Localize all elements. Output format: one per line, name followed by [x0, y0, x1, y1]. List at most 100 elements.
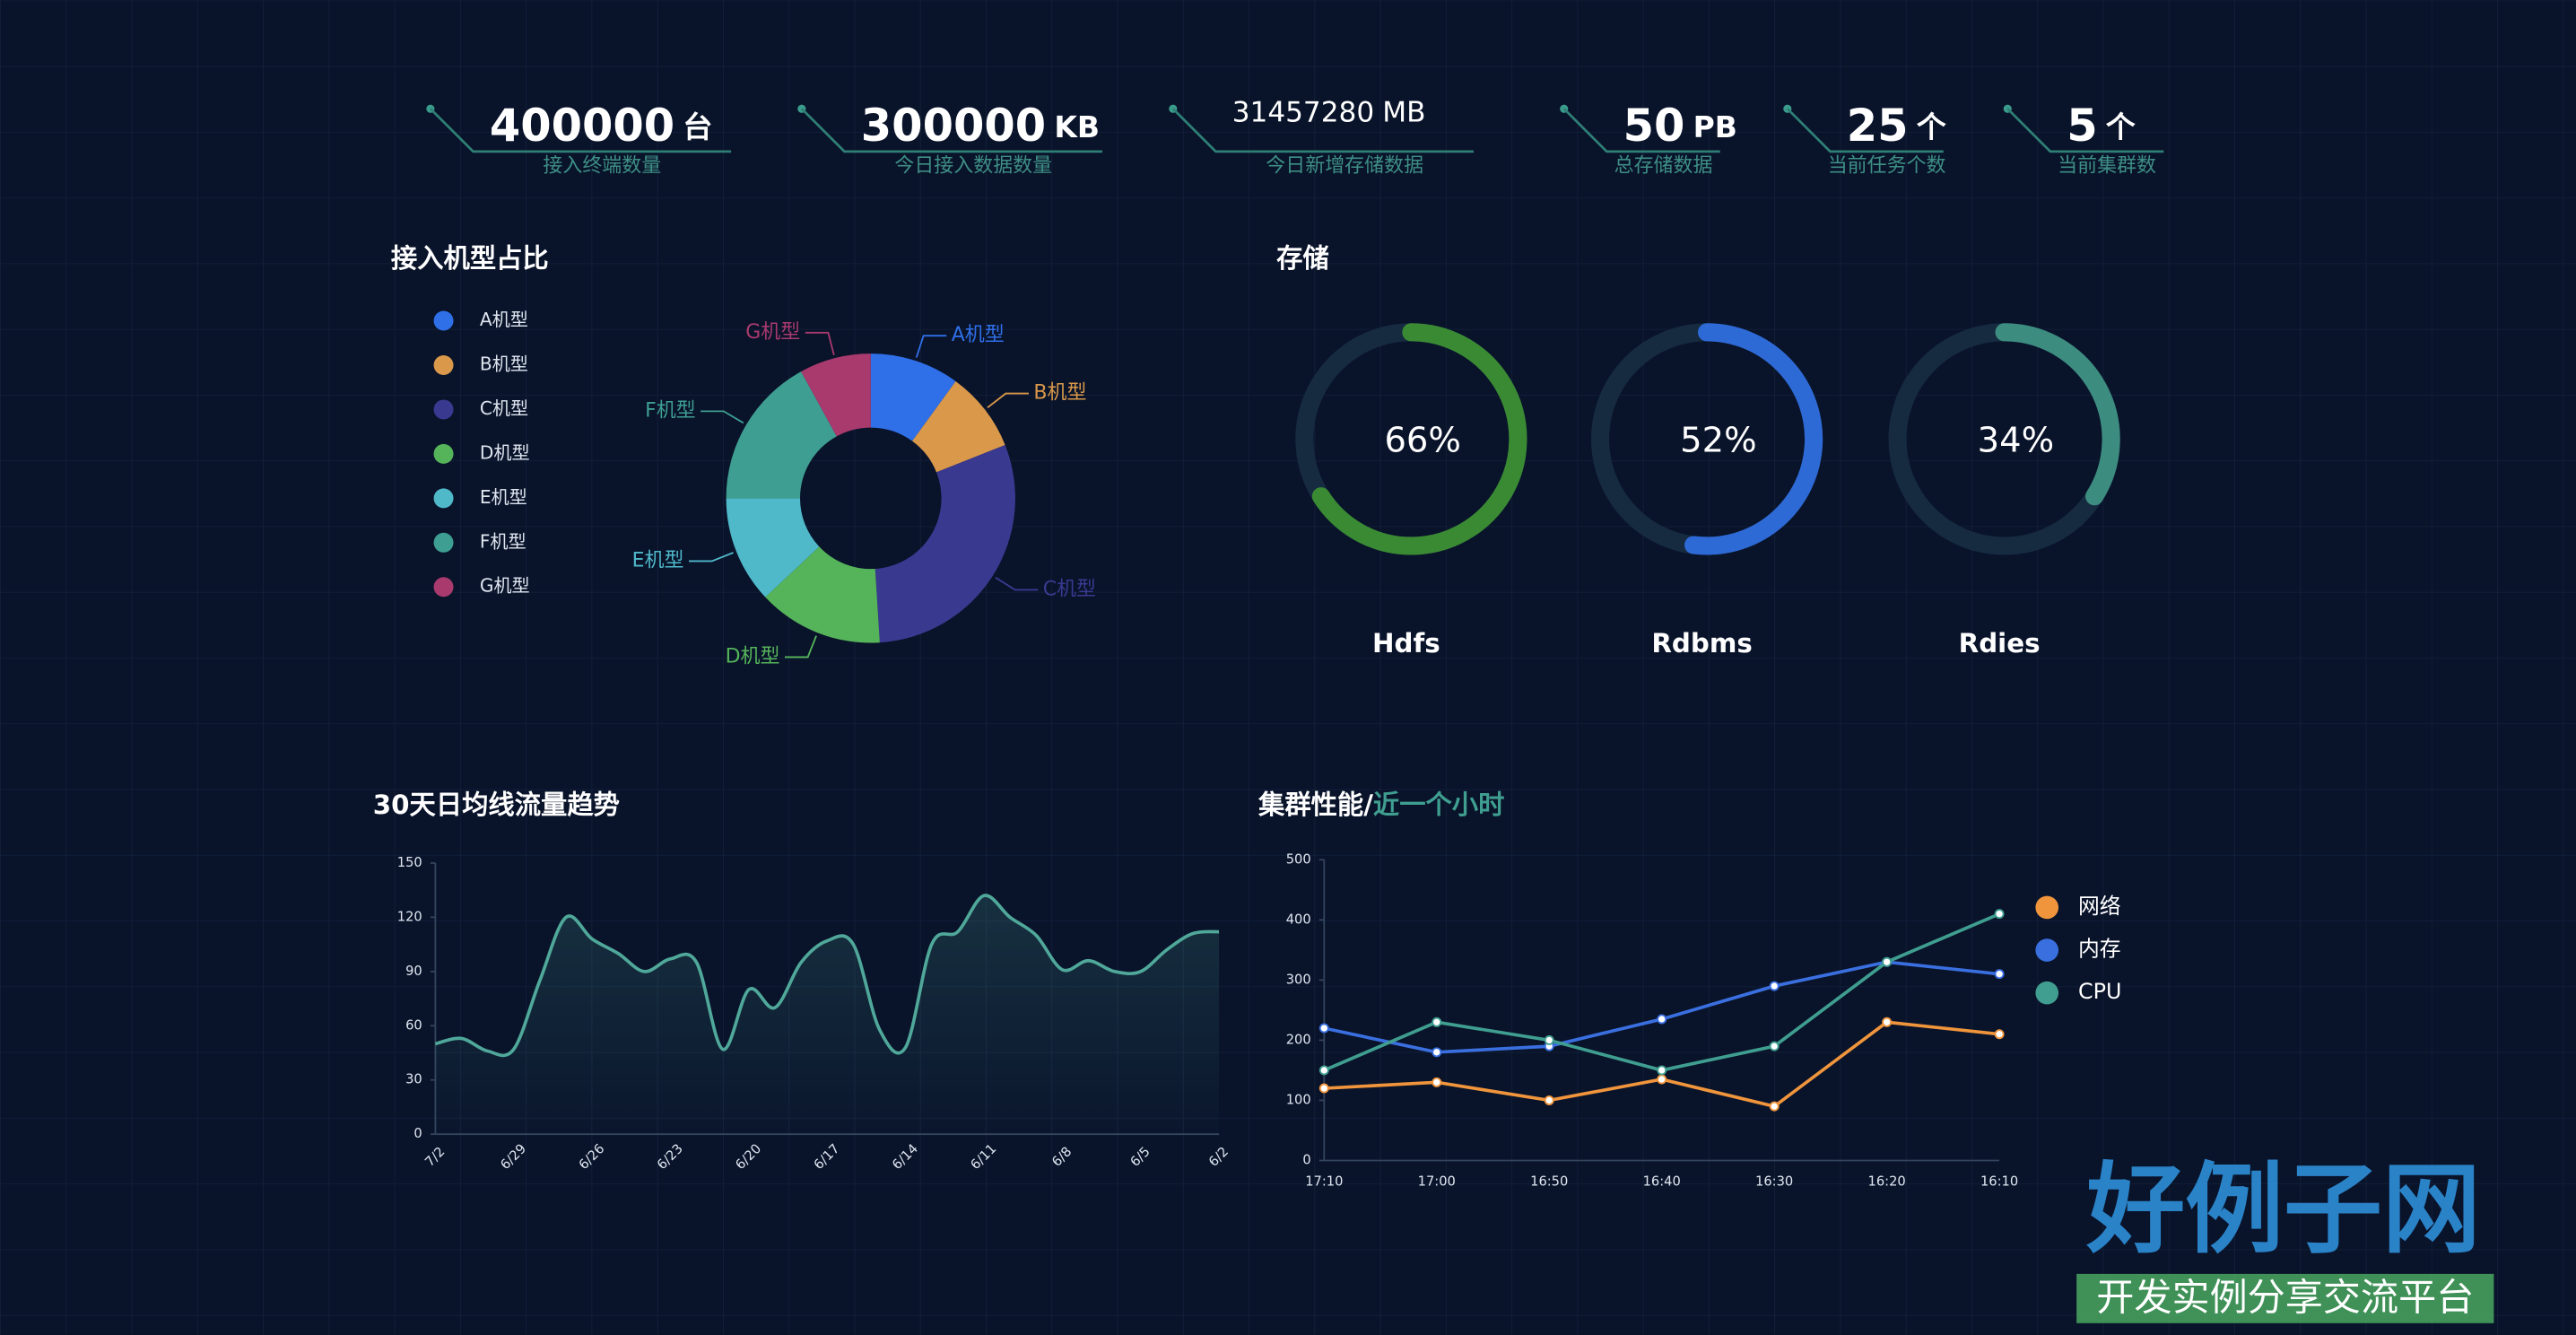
point	[1432, 1047, 1442, 1058]
point	[1769, 1041, 1780, 1051]
pie-slice	[875, 445, 1015, 643]
y-tick-label: 500	[1286, 851, 1311, 867]
stat-unit: MB	[1382, 97, 1425, 129]
point	[1318, 1065, 1329, 1076]
legend-label: E机型	[480, 486, 527, 508]
leader-line	[701, 410, 744, 424]
pie-slice	[801, 353, 871, 437]
top-glow	[433, 0, 2143, 100]
stat-decor	[1562, 108, 1720, 153]
legend-swatch	[433, 488, 454, 509]
legend-label: D机型	[480, 441, 530, 463]
x-tick-label: 16:10	[1980, 1174, 2018, 1189]
y-tick-label: 200	[1286, 1032, 1311, 1047]
point	[1657, 1014, 1667, 1025]
stat-unit: PB	[1693, 109, 1737, 144]
legend-swatch	[2035, 895, 2059, 920]
point	[1657, 1065, 1667, 1076]
point	[1769, 1101, 1780, 1112]
stat-number: 25	[1847, 100, 1909, 152]
stat-label: 今日接入数据数量	[894, 154, 1052, 177]
title-sub: 近一个小时	[1373, 789, 1504, 819]
stat-label: 当前集群数	[2058, 154, 2156, 177]
x-tick-label: 16:50	[1530, 1174, 1568, 1189]
stat-number: 50	[1623, 100, 1685, 152]
legend-label: C机型	[480, 397, 528, 419]
ring-arc	[1684, 323, 1823, 555]
ring-value: 52%	[1680, 421, 1756, 461]
point	[1994, 969, 2005, 980]
ring-arc	[1995, 323, 2120, 506]
pie-slice	[912, 380, 1005, 473]
chart-title: 存储	[1276, 243, 1329, 274]
stat-label: 今日新增存储数据	[1266, 154, 1423, 177]
legend-label: F机型	[480, 530, 527, 552]
pie-slice	[726, 371, 837, 499]
stat-unit: KB	[1054, 109, 1100, 144]
ring-value: 34%	[1978, 421, 2054, 461]
legend-label: G机型	[480, 575, 530, 597]
y-tick-label: 60	[405, 1017, 422, 1033]
legend-swatch	[433, 577, 454, 598]
stat-decor	[1786, 108, 1944, 153]
legend-swatch	[433, 399, 454, 420]
stat-decor	[2006, 108, 2164, 153]
chart-title: 30天日均线流量趋势	[373, 789, 620, 819]
stat-label: 接入终端数量	[543, 154, 661, 177]
legend-swatch	[433, 443, 454, 464]
legend-label: 网络	[2078, 894, 2121, 919]
stat-unit: 台	[683, 109, 712, 144]
legend-label: 内存	[2078, 937, 2121, 962]
leader-line	[689, 552, 734, 563]
y-tick-label: 0	[413, 1126, 422, 1141]
point	[1994, 909, 2005, 920]
ring-value: 66%	[1384, 421, 1460, 461]
stat-value: 31457280 MB	[1232, 97, 1426, 129]
point	[1882, 1017, 1893, 1027]
leader-line	[915, 335, 947, 358]
chart-title: 集群性能/近一个小时	[1258, 789, 1504, 819]
point	[1769, 981, 1780, 991]
y-tick-label: 400	[1286, 912, 1311, 927]
watermark-band	[2076, 1273, 2494, 1323]
stat-number: 400000	[490, 100, 674, 152]
title-main: 30天日均线流量趋势	[373, 789, 620, 819]
leader-line	[995, 576, 1039, 591]
leader-line	[784, 635, 817, 659]
stat-number: 5	[2067, 100, 2097, 152]
point	[1432, 1017, 1442, 1027]
point	[1432, 1077, 1442, 1087]
stat-decor	[800, 108, 1103, 153]
ring-name: Rdbms	[1651, 628, 1752, 659]
point	[1882, 956, 1893, 967]
watermark-subtitle: 开发实例分享交流平台	[2096, 1276, 2474, 1320]
slice-label: B机型	[1033, 382, 1086, 405]
slice-label: E机型	[632, 549, 684, 572]
y-tick-label: 150	[397, 855, 422, 870]
stat-unit: 个	[2106, 109, 2136, 144]
leader-line	[805, 331, 835, 355]
pie-slice	[726, 498, 820, 598]
stat-value: 400000 台	[490, 100, 713, 152]
x-tick-label: 16:20	[1868, 1174, 1906, 1189]
ring-arc	[1311, 323, 1527, 555]
legend-label: B机型	[480, 353, 528, 374]
stat-value: 50 PB	[1623, 100, 1737, 152]
ring-name: Rdies	[1959, 628, 2041, 659]
x-tick-label: 17:10	[1305, 1174, 1343, 1189]
y-tick-label: 90	[405, 964, 422, 979]
legend-swatch	[433, 532, 454, 553]
x-tick-label: 16:30	[1755, 1174, 1793, 1189]
slice-label: F机型	[645, 399, 696, 422]
stat-decor	[429, 108, 732, 153]
slice-label: D机型	[726, 645, 780, 668]
stat-value: 300000 KB	[861, 100, 1100, 152]
y-tick-label: 120	[397, 909, 422, 924]
point	[1318, 1023, 1329, 1034]
legend-swatch	[2035, 938, 2059, 962]
watermark-title: 好例子网	[2085, 1152, 2481, 1267]
